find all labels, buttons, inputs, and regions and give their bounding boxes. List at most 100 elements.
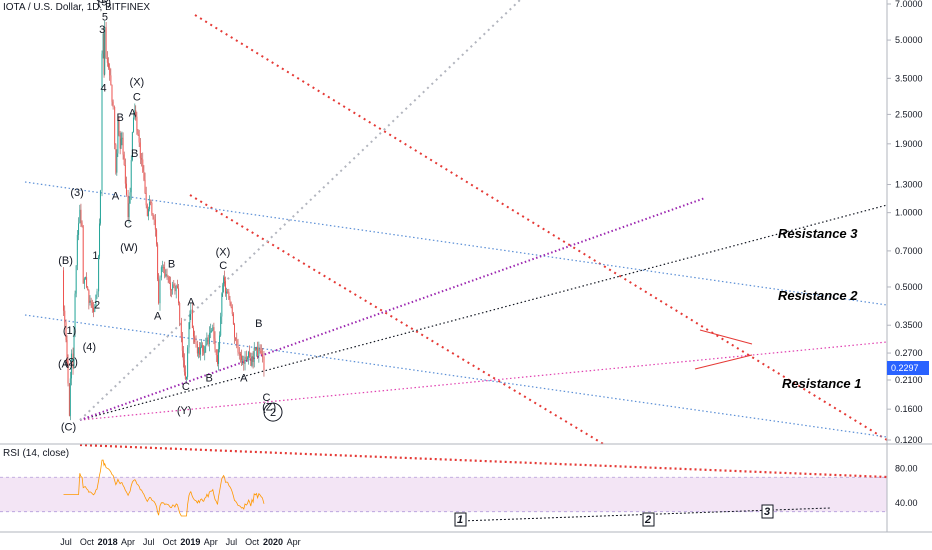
candle-body [217,355,219,364]
rsi-wave-label: 2 [644,514,651,526]
candle-body [210,330,212,333]
candle-body [200,347,202,355]
wave-label: (3) [70,187,83,199]
last-price-value: 0.2297 [891,363,919,373]
candle-body [183,360,185,372]
time-tick-label: 2018 [98,537,118,547]
candle-body [202,345,204,352]
candle-body [190,309,192,314]
candle-body [184,371,186,379]
candle-body [224,277,226,282]
candle-body [81,222,83,227]
candle-body [181,337,183,351]
rsi-wave-box [454,512,467,527]
resistance-1-label: Resistance 1 [782,376,862,391]
candle-body [213,327,215,339]
candle-body [119,135,121,149]
candle-body [226,291,228,294]
candle-body [232,313,234,325]
trend-lines [24,0,888,446]
price-tick-label: 0.1200 [895,435,923,445]
candle-body [89,300,91,303]
time-tick-label: 2020 [263,537,283,547]
wave-label: C [219,260,227,272]
candle-body [86,277,88,288]
candle-body [139,142,141,159]
candle-body [219,335,221,350]
candle-body [105,27,107,59]
candle-body [109,67,111,76]
candle-body [96,291,98,295]
time-tick-label: Oct [245,537,260,547]
candle-body [239,353,241,356]
price-tick-label: 5.0000 [895,35,923,45]
wave-label: 3 [99,24,105,36]
candle-body [261,354,263,357]
candle-body [201,345,203,348]
rsi-wave-label: 3 [764,506,770,518]
candle-body [166,274,168,276]
time-tick-label: Oct [162,537,177,547]
candle-body [245,356,247,360]
rsi-tick-label: 80.00 [895,464,918,474]
candle-body [224,281,226,294]
candle-body [153,216,155,220]
candle-body [197,347,199,354]
candle-body [230,302,232,307]
candle-body [152,213,154,217]
candle-body [163,267,165,269]
candle-body [94,307,96,313]
candle-body [138,134,140,143]
wave-label: A [187,297,195,309]
candle-body [180,320,182,338]
candle-body [103,33,105,75]
candle-body [187,347,189,377]
candle-body [68,383,70,416]
candle-body [91,302,93,308]
candle-body [149,202,151,209]
candle-body [78,223,80,235]
wave-label: 5 [102,12,108,24]
resistance-1-line [79,341,888,421]
candle-body [188,322,190,348]
candle-body [116,153,118,173]
candle-body [154,219,156,230]
candle-body [185,376,187,379]
wave-label: (Y) [177,405,192,417]
candle-body [252,356,254,362]
wave-labels: (A)(B)(C)(1)(2)(3)(4)12345(5)ABC(W)ABC(X… [58,0,283,434]
price-tick-label: 7.0000 [895,0,923,9]
support-blue-line [24,314,888,438]
channel-lower-line [189,194,606,446]
candle-body [102,33,104,54]
candle-body [196,344,198,354]
candle-body [69,378,71,416]
candle-body [165,274,167,277]
chart-title: IOTA / U.S. Dollar, 1D, BITFINEX [3,2,150,13]
candle-body [125,183,127,195]
candle-body [114,107,116,145]
candle-body [227,291,229,293]
candle-body [146,205,148,217]
candle-body [134,110,136,118]
candle-body [179,302,181,321]
wave-label: A [112,191,120,203]
candle-body [64,310,66,323]
candle-body [221,293,223,317]
price-tick-label: 0.2700 [895,348,923,358]
triangle-upper-line [699,329,753,345]
rsi-line [63,459,265,517]
resistance-2-line [24,181,888,306]
last-price-tag: 0.2297 [887,361,929,375]
candle-body [250,356,252,366]
candle-body [87,287,89,291]
wave-label: 2 [94,299,100,311]
wave-label: (C) [61,422,76,434]
candle-body [124,165,126,184]
rsi-tick-label: 40.00 [895,498,918,508]
candle-body [173,284,175,286]
rsi-wave-box [642,512,655,527]
candle-body [182,350,184,361]
wave-label: (4) [83,341,96,353]
